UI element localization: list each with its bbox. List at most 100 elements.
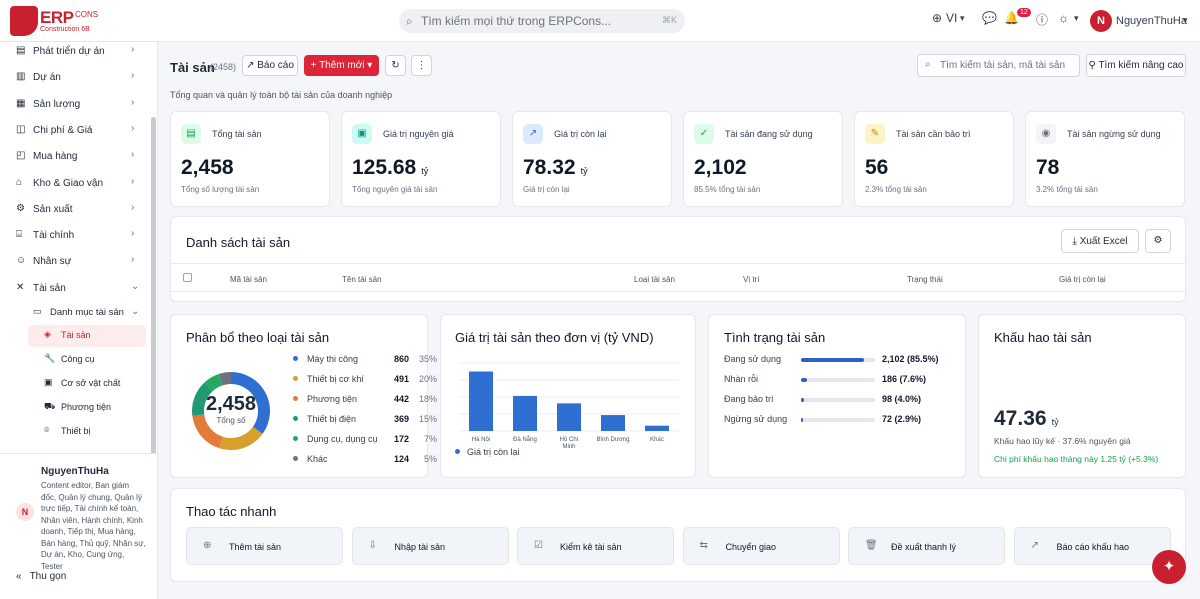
tools-icon: ✕ xyxy=(16,281,25,293)
user-name[interactable]: NguyenThuHa xyxy=(1116,15,1187,27)
status-bar xyxy=(801,418,875,422)
stat-card[interactable]: ▤ Tổng tài sản 2,458 Tổng số lượng tài s… xyxy=(170,111,330,207)
sidebar-user-roles: Content editor, Ban giám đốc, Quản lý ch… xyxy=(41,481,146,571)
advanced-search-button[interactable]: ⚲ Tìm kiếm nâng cao xyxy=(1086,54,1186,77)
refresh-button[interactable]: ↻ xyxy=(385,55,406,76)
sidebar-item-8[interactable]: ☺ Nhân sự › xyxy=(0,252,150,274)
quick-action-button[interactable]: ☑ Kiểm kê tài sản xyxy=(517,527,674,565)
global-search-input[interactable]: ⌕ Tìm kiếm mọi thứ trong ERPCons... ⌘K xyxy=(399,9,685,33)
column-header[interactable]: Mã tài sản xyxy=(230,275,267,284)
donut-slice[interactable] xyxy=(204,373,223,392)
bar[interactable] xyxy=(645,425,669,431)
sidebar-user-panel: N NguyenThuHa Content editor, Ban giám đ… xyxy=(0,453,157,599)
stat-card[interactable]: ▣ Giá trị nguyên giá 125.68 tỷ Tổng nguyê… xyxy=(341,111,501,207)
bar[interactable] xyxy=(601,415,625,431)
language-select[interactable]: VI xyxy=(946,11,958,25)
distribution-row: Máy thi công 860 35% xyxy=(293,353,437,367)
add-dropdown-chevron-icon[interactable]: ▾ xyxy=(364,60,373,71)
quick-action-button[interactable]: 🗑 Đề xuất thanh lý xyxy=(848,527,1005,565)
sidebar-item-9[interactable]: ✕ Tài sản ⌄ xyxy=(0,279,150,301)
logo[interactable]: ERP CONS Construction 6B xyxy=(10,6,98,36)
sidebar-subitem-3[interactable]: ⛟ Phương tiện xyxy=(0,397,150,419)
distribution-value: 172 xyxy=(393,434,409,444)
donut-slice[interactable] xyxy=(231,372,270,434)
more-button[interactable]: ⋮ xyxy=(411,55,432,76)
sidebar-item-2[interactable]: ▦ Sản lượng › xyxy=(0,95,150,117)
export-excel-label: Xuất Excel xyxy=(1079,236,1128,247)
stat-value: 78.32 tỷ xyxy=(523,156,588,180)
add-new-button[interactable]: + Thêm mới ▾ xyxy=(304,55,379,76)
column-header[interactable]: Trạng thái xyxy=(907,275,943,284)
bar[interactable] xyxy=(513,395,537,431)
asset-status-card: Tình trạng tài sản Đang sử dụng 2,102 (8… xyxy=(708,314,966,478)
sidebar-subitem-1[interactable]: 🔧 Công cụ xyxy=(0,349,150,371)
column-header[interactable]: Tên tài sản xyxy=(342,275,382,284)
column-header[interactable]: Loại tài sản xyxy=(634,275,675,284)
stat-card[interactable]: ↗ Giá trị còn lại 78.32 tỷ Giá trị còn lạ… xyxy=(512,111,672,207)
sidebar-user-avatar[interactable]: N xyxy=(16,503,34,521)
refresh-icon: ↻ xyxy=(391,60,400,71)
sidebar-group-asset-catalog[interactable]: ▭ Danh mục tài sản ⌄ xyxy=(0,302,150,324)
status-bar xyxy=(801,398,875,402)
chat-icon[interactable]: 💬 xyxy=(982,11,997,25)
logo-text: ERP xyxy=(40,8,74,27)
bell-icon[interactable]: 🔔 xyxy=(1004,11,1019,25)
sidebar-item-6[interactable]: ⚙ Sản xuất › xyxy=(0,200,150,222)
globe-icon[interactable]: ⊕ xyxy=(932,11,943,25)
donut-slice[interactable] xyxy=(218,372,231,386)
bar[interactable] xyxy=(469,371,493,432)
stat-card[interactable]: ◉ Tài sản ngừng sử dụng 78 3.2% tổng tài… xyxy=(1025,111,1185,207)
help-icon[interactable]: ⓘ xyxy=(1036,13,1049,27)
legend-dot xyxy=(293,416,298,421)
sidebar-subitem-4[interactable]: ⌾ Thiết bị xyxy=(0,421,150,443)
report-label: Báo cáo xyxy=(257,60,294,71)
user-avatar[interactable]: N xyxy=(1090,10,1112,32)
donut-slice[interactable] xyxy=(192,382,213,417)
sidebar-subitem-label: Công cụ xyxy=(61,354,95,364)
stat-card[interactable]: ✎ Tài sản cần bảo trì 56 2.3% tổng tài s… xyxy=(854,111,1014,207)
money-icon: ▣ xyxy=(352,124,372,144)
quick-action-button[interactable]: ↗ Báo cáo khấu hao xyxy=(1013,527,1171,565)
legend-dot xyxy=(293,456,298,461)
donut-slice[interactable] xyxy=(192,414,223,449)
sidebar-item-3[interactable]: ◫ Chi phí & Giá › xyxy=(0,121,150,143)
distribution-pct: 15% xyxy=(418,414,437,424)
select-all-checkbox[interactable] xyxy=(183,273,192,282)
stat-sub: 85.5% tổng tài sản xyxy=(694,185,761,194)
user-menu-chevron-icon[interactable]: ▾ xyxy=(1183,15,1188,25)
stat-sub: 3.2% tổng tài sản xyxy=(1036,185,1098,194)
column-header[interactable]: Vị trí xyxy=(743,275,760,284)
quick-action-button[interactable]: ⊕ Thêm tài sản xyxy=(186,527,343,565)
sidebar-item-1[interactable]: ▥ Dự án › xyxy=(0,68,150,90)
report-button[interactable]: ↗ Báo cáo xyxy=(242,55,298,76)
collapse-sidebar-button[interactable]: « Thu gọn xyxy=(16,571,66,582)
chevron-down-icon: ⌄ xyxy=(131,306,140,317)
export-excel-button[interactable]: ⤓ Xuất Excel xyxy=(1061,229,1139,253)
quick-action-button[interactable]: ⇆ Chuyển giao xyxy=(682,527,840,565)
sidebar-item-0[interactable]: ▤ Phát triển dự án › xyxy=(0,42,150,64)
cube-icon: ◈ xyxy=(44,329,51,339)
sidebar-subitem-0[interactable]: ◈ Tài sản xyxy=(28,325,146,347)
sidebar-item-label: Mua hàng xyxy=(33,151,78,163)
column-settings-button[interactable]: ⚙ xyxy=(1145,229,1171,253)
stat-card[interactable]: ✓ Tài sản đang sử dụng 2,102 85.5% tổng … xyxy=(683,111,843,207)
status-bar-fill xyxy=(801,398,804,402)
depreciation-amount: 47.36 xyxy=(994,407,1047,430)
sidebar-item-7[interactable]: ⌸ Tài chính › xyxy=(0,226,150,248)
ai-assistant-button[interactable]: ✦ xyxy=(1152,550,1186,584)
chart-icon: ▦ xyxy=(16,97,26,109)
sidebar-scrollbar[interactable] xyxy=(151,117,156,489)
distribution-value: 124 xyxy=(393,454,409,464)
asset-search-input[interactable]: ⌕ Tìm kiếm tài sản, mã tài sản xyxy=(917,54,1080,77)
quick-action-button[interactable]: ⇩ Nhập tài sản xyxy=(351,527,509,565)
sidebar-item-5[interactable]: ⌂ Kho & Giao vận › xyxy=(0,174,150,196)
bar[interactable] xyxy=(557,403,581,431)
notification-badge: 12 xyxy=(1017,8,1031,17)
sidebar-item-4[interactable]: ◰ Mua hàng › xyxy=(0,147,150,169)
theme-icon[interactable]: ☼ xyxy=(1058,11,1069,25)
column-header[interactable]: Giá trị còn lại xyxy=(1059,275,1106,284)
sidebar-subitem-2[interactable]: ▣ Cơ sở vật chất xyxy=(0,373,150,395)
donut-slice[interactable] xyxy=(219,426,263,450)
theme-chevron-icon[interactable]: ▾ xyxy=(1074,13,1079,23)
